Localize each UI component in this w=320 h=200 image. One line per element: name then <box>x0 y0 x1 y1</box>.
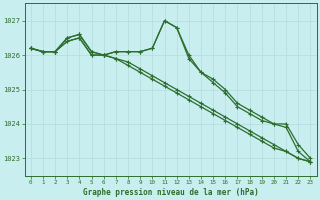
X-axis label: Graphe pression niveau de la mer (hPa): Graphe pression niveau de la mer (hPa) <box>83 188 259 197</box>
